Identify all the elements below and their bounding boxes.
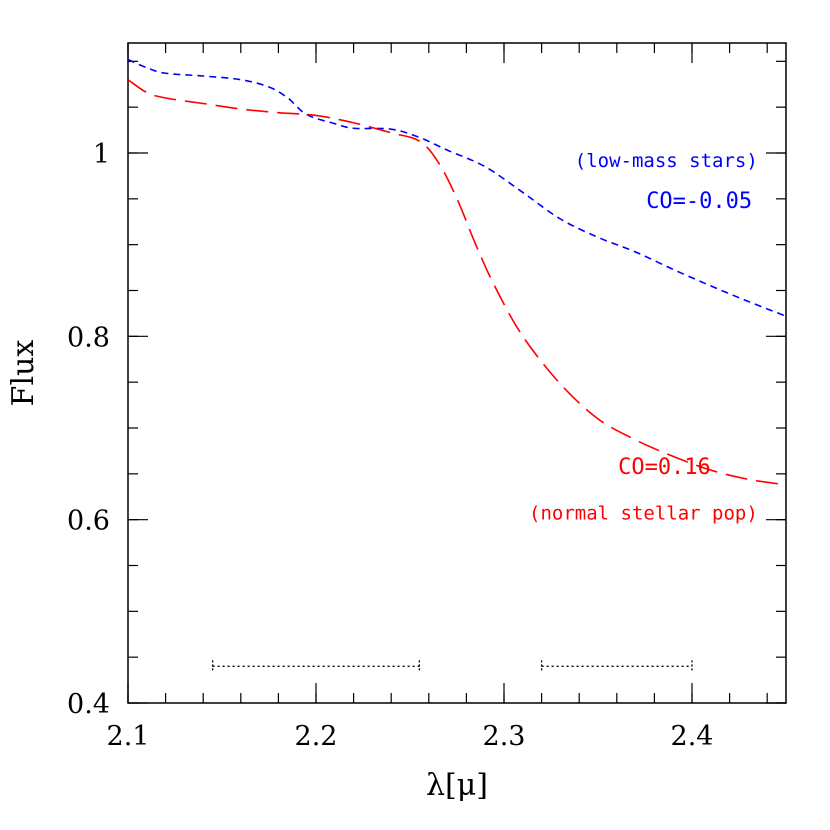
y-tick-label: 0.8 bbox=[67, 322, 110, 353]
x-tick-label: 2.2 bbox=[295, 721, 338, 752]
y-axis-label: Flux bbox=[6, 340, 41, 407]
series-line-normal-pop bbox=[127, 79, 787, 486]
y-tick-label: 1 bbox=[93, 139, 110, 170]
annotation-label: CO=-0.05 bbox=[646, 189, 752, 214]
x-tick-label: 2.3 bbox=[483, 721, 526, 752]
y-tick-label: 0.4 bbox=[67, 689, 110, 720]
x-axis-label: λ[μ] bbox=[426, 768, 488, 803]
annotation-label: (normal stellar pop) bbox=[529, 503, 758, 525]
x-tick-label: 2.4 bbox=[671, 721, 714, 752]
x-tick-label: 2.1 bbox=[107, 721, 150, 752]
annotation-label: CO=0.16 bbox=[618, 455, 711, 480]
series-line-low-mass bbox=[127, 58, 787, 317]
plot-frame bbox=[127, 42, 787, 704]
annotation-label: (low-mass stars) bbox=[575, 150, 758, 172]
y-tick-label: 0.6 bbox=[67, 506, 110, 537]
